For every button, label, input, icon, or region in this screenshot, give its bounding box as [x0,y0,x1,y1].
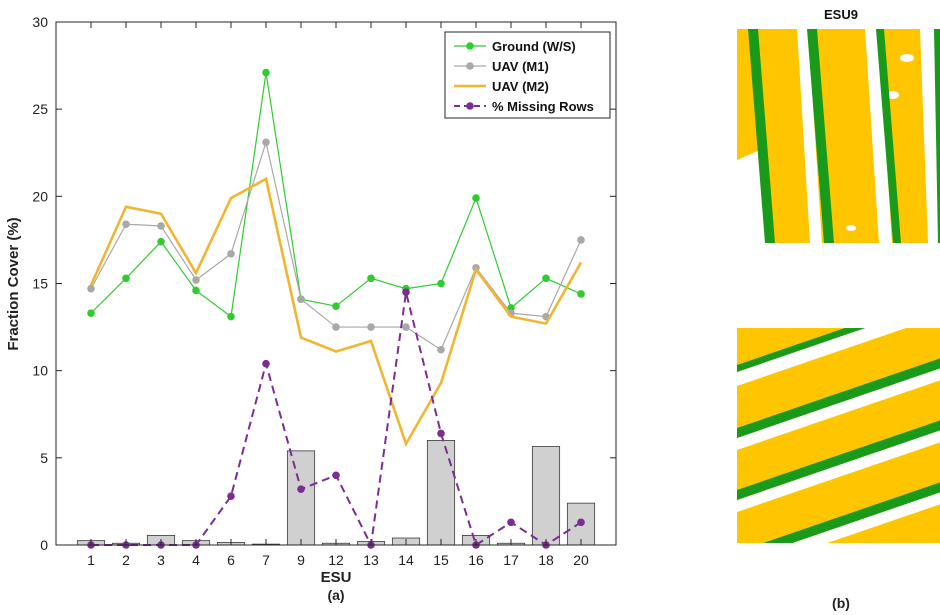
point-uav-m1-20 [577,236,585,244]
point-uav-m1-12 [332,323,340,331]
point-ground-w-s-6 [227,312,235,321]
bar-15 [426,439,456,546]
point-ground-w-s-15 [437,279,445,288]
point-ground-w-s-3 [157,237,165,246]
x-tick-label: 15 [433,552,449,568]
series-line-uav-m2 [89,176,583,448]
point-uav-m1-1 [87,284,95,293]
x-tick-label: 7 [262,552,270,568]
y-axis-label: Fraction Cover (%) [5,217,22,350]
point-missing-rows-12 [332,471,340,480]
bar-series [76,439,596,546]
x-tick-label: 13 [363,552,379,568]
point-ground-w-s-4 [192,286,200,295]
point-ground-w-s-13 [367,274,375,283]
x-tick-label: 2 [122,552,130,568]
y-tick-label: 20 [32,188,48,204]
x-tick-label: 1 [87,552,95,568]
point-ground-w-s-12 [332,302,340,310]
point-ground-w-s-2 [122,274,130,283]
esu9-title: ESU9 [824,7,858,22]
point-ground-w-s-18 [542,274,550,283]
point-ground-w-s-7 [262,68,270,77]
x-tick-label: 12 [328,552,344,568]
y-tick-label: 15 [32,276,48,292]
legend-label-missing-rows: % Missing Rows [492,99,594,114]
y-axis-ticks: 0 5 10 15 20 25 30 [32,14,616,553]
y-tick-label: 0 [40,537,48,553]
x-tick-label: 14 [398,552,414,568]
y-tick-label: 30 [32,14,48,30]
point-uav-m1-13 [367,323,375,331]
legend-marker-missing-rows [466,102,474,110]
panel-b: ESU9 [737,7,940,611]
x-tick-label: 16 [468,552,484,568]
point-missing-rows-20 [577,518,585,527]
second-canopy-image [737,328,940,543]
y-tick-label: 10 [32,363,48,379]
point-uav-m1-14 [402,323,410,331]
x-tick-label: 17 [503,552,519,568]
point-missing-rows-15 [437,429,445,438]
point-missing-rows-7 [262,359,270,368]
esu9-canopy-image [737,29,940,243]
x-axis-ticks: 1 2 3 4 6 7 9 12 13 14 15 16 17 18 20 [87,22,589,568]
x-tick-label: 6 [227,552,235,568]
line-series [87,68,585,549]
panel-a-caption: (a) [327,587,344,603]
point-uav-m1-2 [122,220,130,229]
point-uav-m1-4 [192,276,200,284]
y-tick-label: 5 [40,450,48,466]
point-ground-w-s-16 [472,194,480,202]
point-missing-rows-14 [402,288,410,297]
x-tick-label: 18 [538,552,554,568]
bar-18 [531,446,561,546]
panel-b-caption: (b) [832,595,850,611]
point-uav-m1-15 [437,345,445,354]
y-tick-label: 25 [32,101,48,117]
point-uav-m1-3 [157,222,165,230]
point-uav-m1-9 [297,295,305,303]
legend-label-uav-m1: UAV (M1) [492,59,549,74]
x-tick-label: 4 [192,552,200,568]
x-tick-label: 20 [573,552,589,568]
x-tick-label: 9 [297,552,305,568]
legend-label-ground-w-s: Ground (W/S) [492,39,576,54]
x-axis-label: ESU [321,569,352,586]
point-uav-m1-7 [262,138,270,147]
point-uav-m1-6 [227,250,235,258]
legend-marker-ground-w-s [466,42,474,50]
x-tick-label: 3 [157,552,165,568]
legend-label-uav-m2: UAV (M2) [492,79,549,94]
legend: Ground (W/S) UAV (M1) UAV (M2) % Missing Ro… [444,31,611,119]
point-missing-rows-17 [507,518,515,527]
point-ground-w-s-20 [577,290,585,298]
bar-9 [286,450,316,546]
point-missing-rows-9 [297,485,305,494]
point-ground-w-s-1 [87,309,95,317]
legend-marker-uav-m1 [466,62,474,70]
point-missing-rows-6 [227,492,235,500]
legend-items: Ground (W/S) UAV (M1) UAV (M2) % Missing Ro… [454,39,594,114]
